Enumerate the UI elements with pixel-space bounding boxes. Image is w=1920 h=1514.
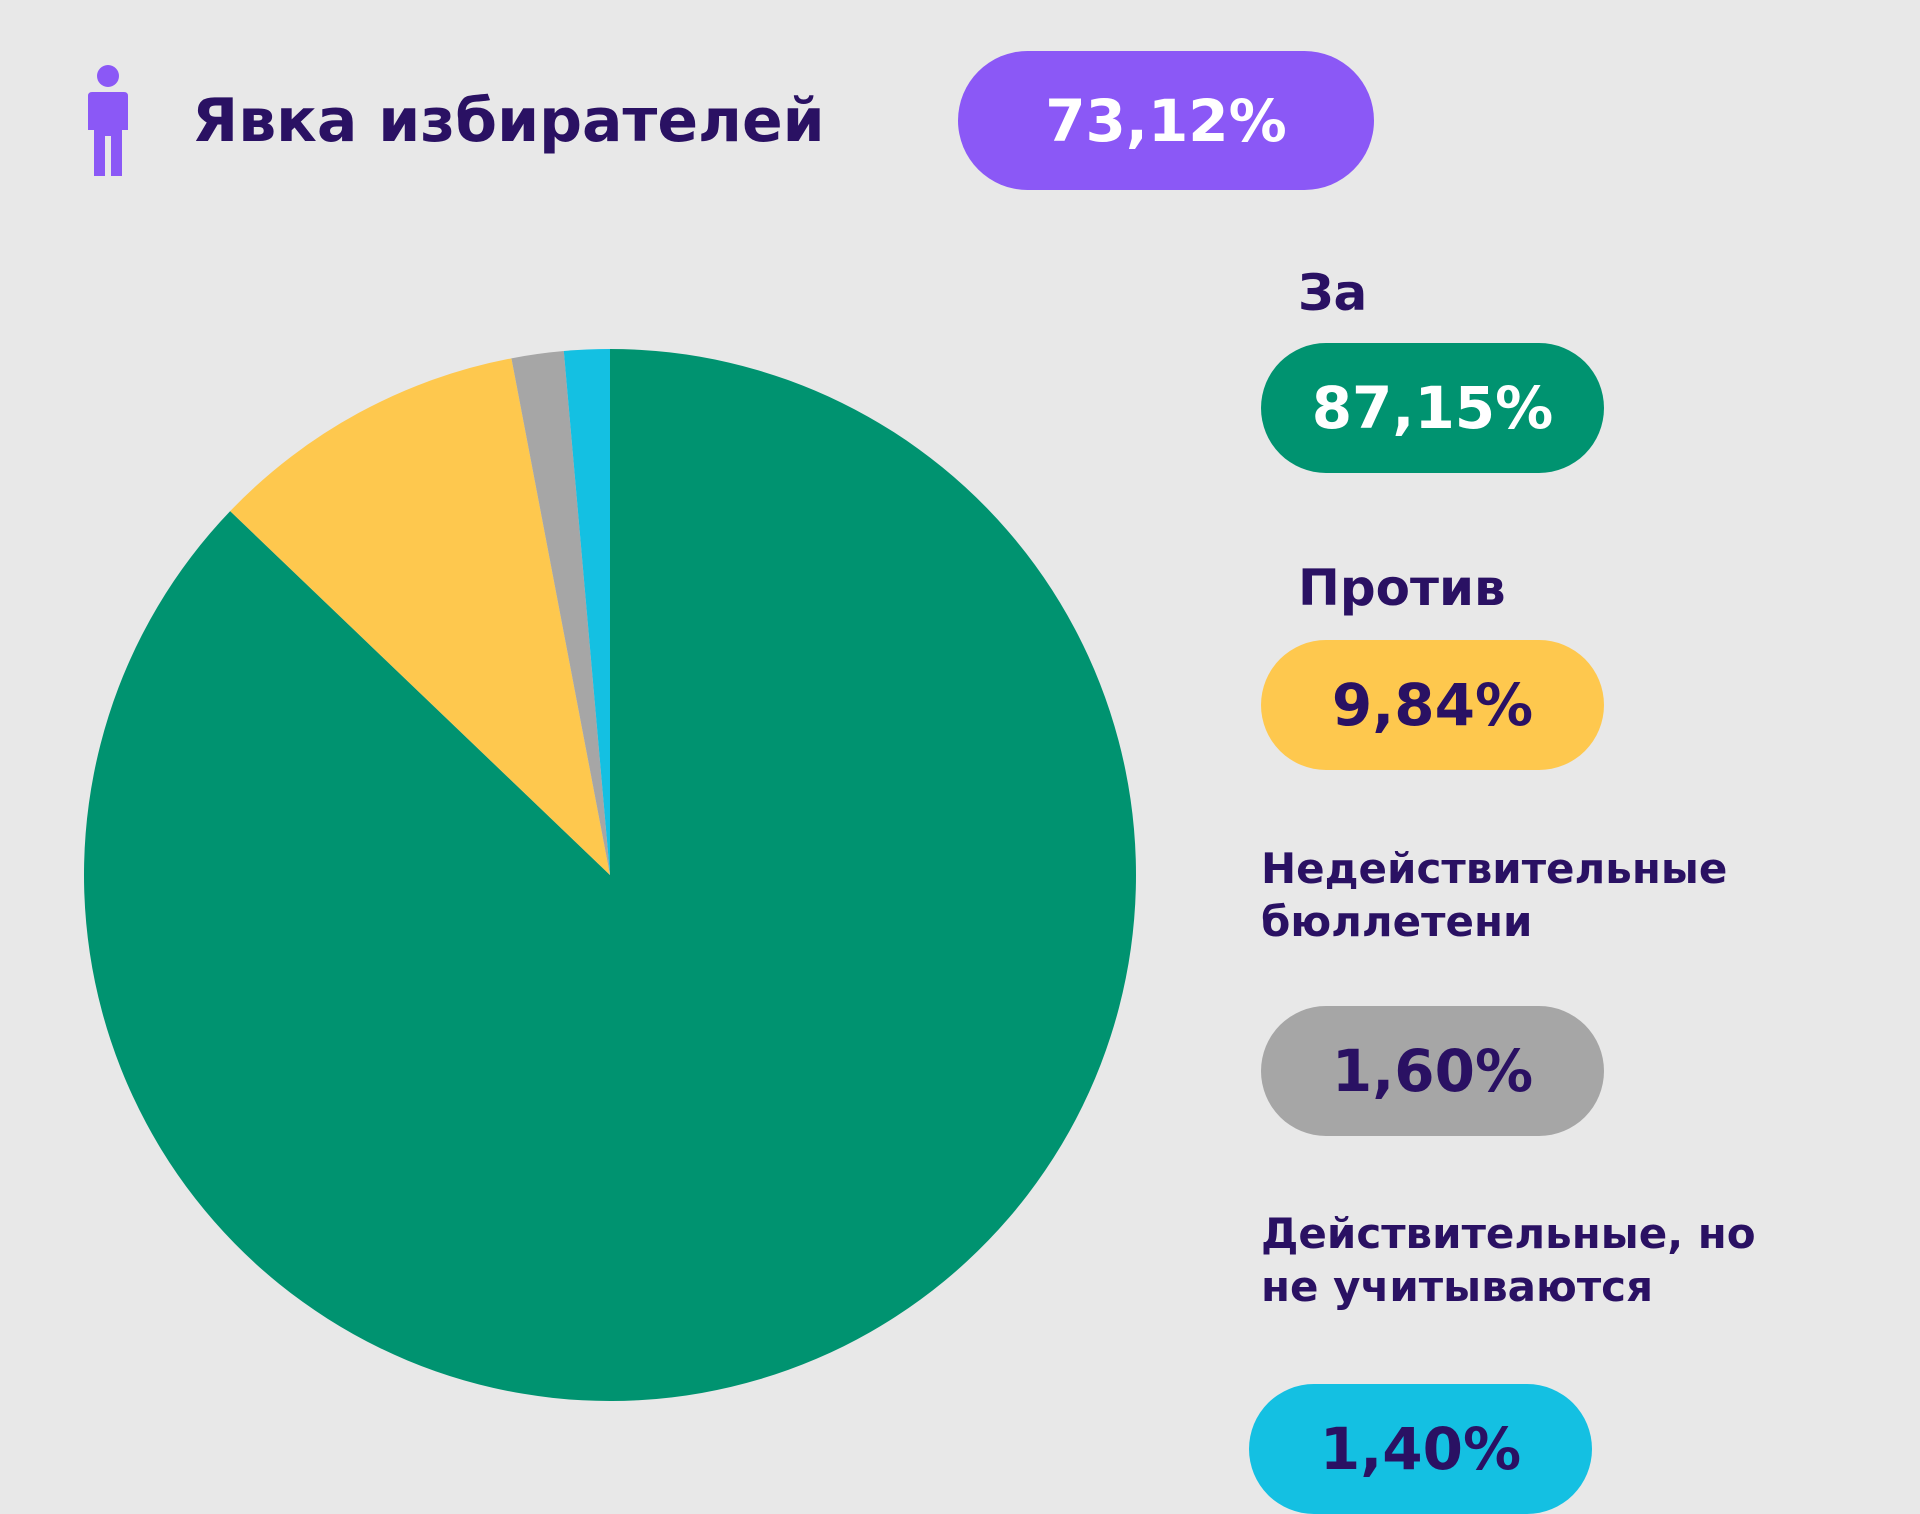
pie-chart [83, 349, 1136, 1401]
legend-label-1: Против [1298, 559, 1506, 617]
turnout-title: Явка избирателей [192, 86, 825, 156]
legend-label-3: Действительные, но не учитываются [1261, 1209, 1756, 1311]
legend-value-3: 1,40% [1249, 1384, 1592, 1514]
pie-slice-2 [511, 351, 610, 875]
turnout-badge: 73,12% [958, 51, 1374, 190]
legend-value-0: 87,15% [1261, 343, 1604, 473]
legend-value-2: 1,60% [1261, 1006, 1604, 1136]
pie-slice-1 [230, 358, 610, 876]
person-icon [78, 64, 138, 180]
pie-slice-0 [83, 349, 1136, 1401]
legend-label-0: За [1298, 264, 1368, 322]
pie-slice-3 [563, 349, 610, 875]
legend-label-2: Недействительные бюллетени [1261, 844, 1728, 946]
legend-value-1: 9,84% [1261, 640, 1604, 770]
